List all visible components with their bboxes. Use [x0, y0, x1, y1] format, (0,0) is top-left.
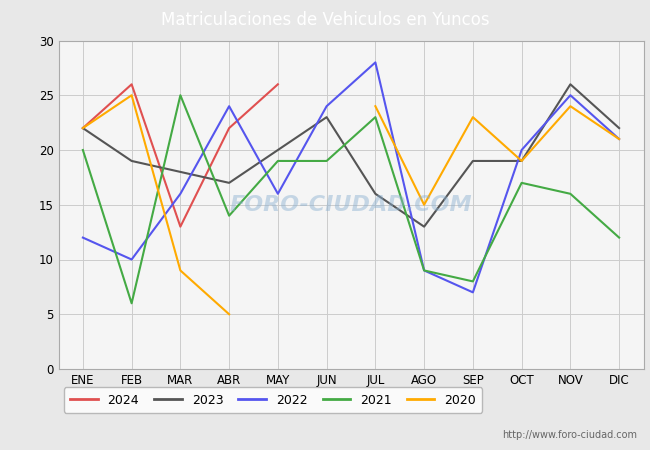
Text: http://www.foro-ciudad.com: http://www.foro-ciudad.com — [502, 430, 637, 440]
Text: Matriculaciones de Vehiculos en Yuncos: Matriculaciones de Vehiculos en Yuncos — [161, 11, 489, 29]
Legend: 2024, 2023, 2022, 2021, 2020: 2024, 2023, 2022, 2021, 2020 — [64, 387, 482, 413]
Text: FORO-CIUDAD.COM: FORO-CIUDAD.COM — [229, 195, 473, 215]
